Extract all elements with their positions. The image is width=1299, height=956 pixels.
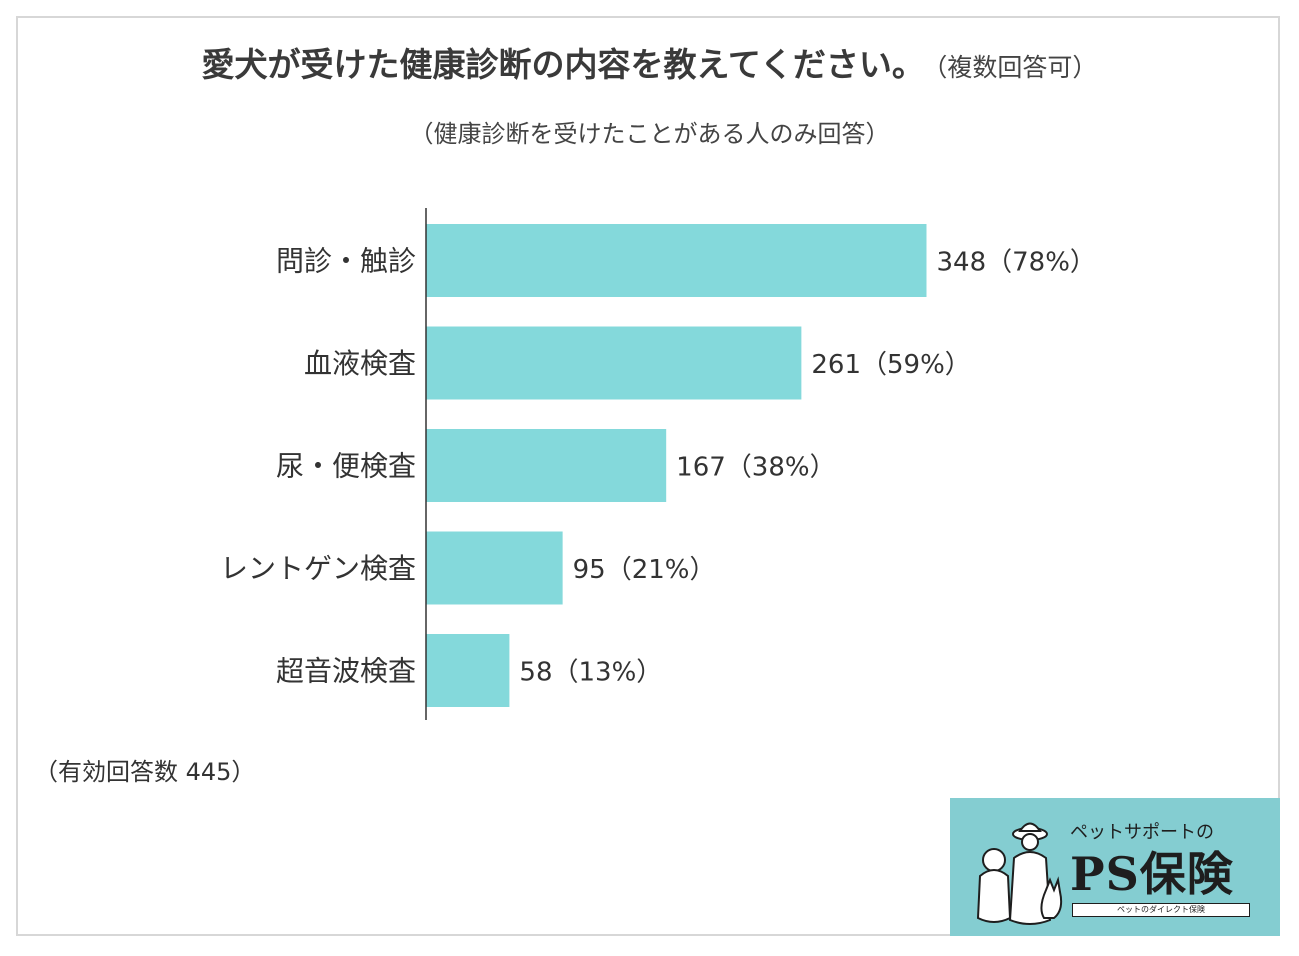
chart-subtitle: （健康診断を受けたことがある人のみ回答）	[409, 120, 890, 148]
value-label-4: 58（13%）	[519, 658, 662, 688]
bar-0	[426, 224, 927, 297]
logo-subline: ペットのダイレクト保険	[1072, 903, 1250, 917]
logo-name: PS保険	[1070, 847, 1234, 901]
title-main: 愛犬が受けた健康診断の内容を教えてください。	[201, 45, 925, 84]
bar-4	[426, 634, 510, 707]
chart-title: 愛犬が受けた健康診断の内容を教えてください。 （複数回答可）	[0, 38, 1299, 86]
category-label-1: 血液検査	[304, 347, 416, 380]
pets-illustration-icon	[976, 822, 1063, 925]
bar-1	[426, 326, 802, 400]
bar-2	[426, 429, 667, 502]
value-label-1: 261（59%）	[811, 350, 970, 380]
category-label-4: 超音波検査	[276, 655, 416, 688]
logo-tagline: ペットサポートの	[1070, 822, 1214, 843]
ps-insurance-logo: ペットサポートの PS保険 ペットのダイレクト保険	[950, 798, 1280, 936]
value-label-0: 348（78%）	[936, 248, 1095, 278]
footnote: （有効回答数 445）	[34, 758, 256, 786]
value-label-3: 95（21%）	[573, 555, 716, 585]
title-note: （複数回答可）	[934, 53, 1098, 82]
category-label-3: レントゲン検査	[220, 552, 416, 585]
category-label-0: 問診・触診	[276, 245, 416, 278]
category-label-2: 尿・便検査	[276, 450, 416, 483]
value-label-2: 167（38%）	[676, 453, 835, 483]
bar-3	[426, 531, 563, 605]
